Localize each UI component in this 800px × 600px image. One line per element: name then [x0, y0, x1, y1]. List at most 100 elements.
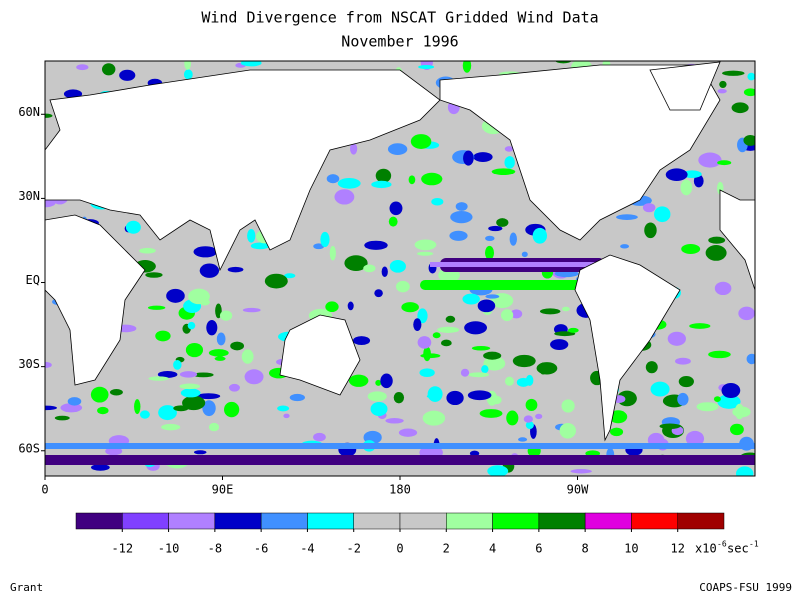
field-blob [567, 327, 579, 333]
field-blob [659, 423, 681, 430]
field-blob [743, 88, 755, 97]
colorbar-swatch [75, 512, 123, 530]
field-blob [521, 251, 528, 258]
field-blob [385, 418, 404, 424]
field-blob [445, 315, 456, 323]
field-blob [483, 356, 506, 371]
field-blob [485, 235, 495, 242]
field-blob [67, 397, 82, 406]
field-blob [208, 422, 220, 432]
field-blob [446, 390, 464, 406]
field-blob [512, 354, 536, 368]
land [279, 314, 361, 396]
field-blob [431, 197, 444, 206]
field-blob [554, 331, 576, 337]
field-blob [199, 263, 220, 278]
field-blob [247, 228, 256, 243]
field-blob [620, 244, 630, 249]
field-blob [677, 392, 689, 406]
field-blob [500, 309, 514, 322]
lat-label: EQ [26, 273, 40, 287]
colorbar-label: 4 [489, 542, 496, 556]
field-blob [389, 260, 406, 273]
field-blob [240, 61, 262, 67]
field-blob [698, 152, 722, 168]
field-blob [179, 371, 198, 378]
field-blob [344, 255, 368, 271]
colorbar-swatch [399, 512, 447, 530]
units-unit: sec [727, 542, 749, 556]
field-blob [139, 247, 156, 254]
title: Wind Divergence from NSCAT Gridded Wind … [201, 9, 598, 27]
field-blob [696, 402, 719, 412]
lon-label: 90W [567, 483, 589, 497]
field-blob [408, 175, 416, 185]
colorbar-swatch [307, 512, 354, 530]
land [45, 214, 146, 386]
colorbar-swatch [584, 512, 632, 530]
field-blob [417, 308, 428, 324]
lat-label: 60S [18, 441, 40, 455]
field-blob [105, 447, 123, 456]
footer-left: Grant [10, 581, 43, 594]
field-blob [426, 394, 441, 399]
field-blob [525, 374, 534, 386]
colorbar-swatch [260, 512, 308, 530]
lat-label: 30N [18, 189, 40, 203]
field-blob [455, 202, 468, 211]
field-blob [161, 423, 181, 431]
field-blob [736, 466, 754, 476]
field-blob [202, 400, 216, 417]
field-blob [645, 361, 658, 374]
field-blob [277, 405, 290, 412]
field-blob [747, 72, 755, 81]
colorbar-label: -6 [254, 542, 268, 556]
field-blob [525, 421, 534, 429]
field-blob [183, 69, 193, 80]
field-blob [139, 410, 150, 419]
field-blob [337, 178, 361, 189]
field-blob [90, 464, 110, 471]
subtitle: November 1996 [341, 33, 458, 51]
field-blob [708, 236, 726, 244]
field-blob [192, 372, 214, 378]
field-blob [352, 336, 371, 346]
field-blob [187, 321, 196, 330]
field-blob [680, 179, 693, 196]
field-blob [506, 410, 519, 426]
field-blob [289, 393, 305, 402]
field-blob [681, 244, 701, 255]
field-blob [193, 246, 218, 258]
field-blob [535, 413, 543, 420]
field-blob [208, 349, 229, 357]
field-blob [348, 374, 369, 387]
field-blob [559, 422, 576, 439]
field-blob [371, 180, 392, 189]
field-blob [395, 280, 410, 293]
field-blob [491, 168, 516, 175]
field-blob [393, 391, 405, 404]
field-blob [609, 427, 624, 437]
field-blob [717, 160, 732, 166]
field-blob [689, 323, 711, 329]
units-base: x10 [695, 542, 717, 556]
field-blob [147, 305, 166, 310]
field-blob [477, 299, 496, 313]
field-blob [173, 405, 189, 412]
field-blob [364, 240, 388, 250]
footer-right: COAPS-FSU 1999 [699, 581, 792, 594]
colorbar-label: -12 [111, 542, 133, 556]
field-blob [721, 382, 741, 399]
lon-label: 180 [389, 483, 411, 497]
colorbar-swatch [353, 512, 401, 530]
field-blob [119, 69, 136, 81]
field-blob [654, 206, 671, 223]
field-blob [45, 113, 53, 118]
field-blob [504, 156, 515, 169]
land [45, 69, 441, 272]
field-blob [148, 376, 170, 381]
field-blob [464, 321, 488, 335]
field-blob [462, 293, 480, 305]
field-blob [363, 264, 376, 273]
